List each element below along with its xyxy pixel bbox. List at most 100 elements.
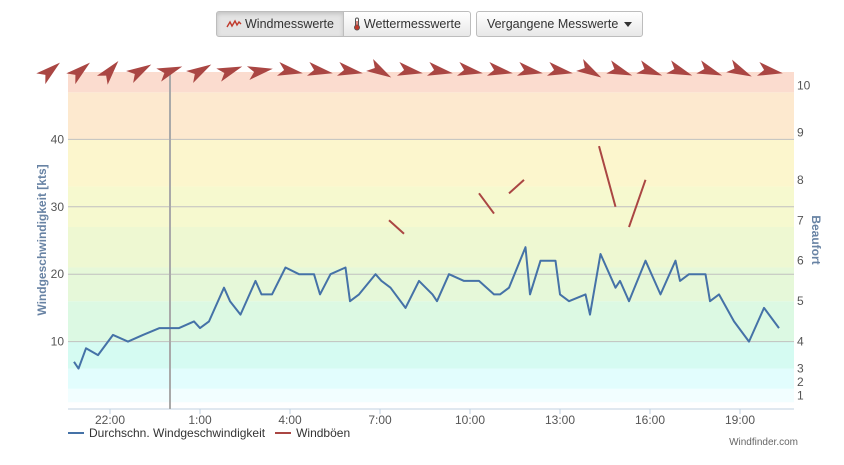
- chevron-down-icon: [624, 21, 633, 27]
- wind-arrow-shape: [366, 58, 392, 78]
- wind-arrow-shape: [696, 60, 723, 76]
- legend-item-gusts[interactable]: Windböen: [275, 426, 350, 440]
- wind-arrow-icon: [186, 64, 212, 84]
- wind-measurements-button[interactable]: Windmesswerte: [216, 11, 344, 37]
- beaufort-band-0: [68, 402, 794, 409]
- wind-arrow-shape: [756, 62, 783, 76]
- wind-arrow-icon: [366, 58, 392, 78]
- legend-label-average: Durchschn. Windgeschwindigkeit: [89, 426, 266, 440]
- wind-arrow-icon: [486, 62, 513, 76]
- wind-arrow-shape: [36, 62, 60, 85]
- legend-swatch-average: [68, 432, 84, 434]
- beaufort-tick-label: 5: [797, 294, 804, 308]
- gust-segment-3: [598, 145, 617, 208]
- average-speed-line: [73, 246, 780, 370]
- y-tick-label: 20: [51, 267, 65, 281]
- gust-segment-2: [508, 179, 525, 195]
- past-measurements-label: Vergangene Messwerte: [486, 17, 619, 31]
- beaufort-tick-label: 8: [797, 173, 804, 187]
- x-tick-label: 13:00: [545, 413, 575, 427]
- thermometer-icon: [353, 17, 360, 31]
- beaufort-band-9: [68, 92, 794, 140]
- wind-arrow-icon: [306, 62, 333, 76]
- toolbar: Windmesswerte Wettermesswerte Vergangene…: [216, 11, 644, 37]
- beaufort-band-3: [68, 341, 794, 369]
- wind-arrow-shape: [336, 62, 363, 76]
- legend-label-gusts: Windböen: [296, 426, 351, 440]
- wind-arrow-icon: [96, 61, 119, 85]
- wind-arrow-icon: [666, 60, 693, 76]
- wind-arrow-icon: [396, 62, 423, 76]
- x-tick-label: 4:00: [278, 413, 302, 427]
- wind-arrow-shape: [546, 62, 573, 76]
- beaufort-band-10: [68, 72, 794, 93]
- x-tick-label: 7:00: [368, 413, 392, 427]
- gust-series: [388, 145, 647, 235]
- x-tick-label: 1:00: [188, 413, 212, 427]
- wind-arrow-shape: [156, 66, 183, 82]
- weather-measurements-button[interactable]: Wettermesswerte: [343, 11, 471, 37]
- wind-arrow-icon: [636, 60, 663, 76]
- wind-arrow-shape: [216, 66, 243, 82]
- wind-arrow-shape: [306, 62, 333, 76]
- y-axis-title: Windgeschwindigkeit [kts]: [35, 164, 49, 315]
- gust-segment-1: [478, 192, 495, 215]
- beaufort-tick-label: 6: [797, 254, 804, 268]
- y-tick-label: 10: [51, 335, 65, 349]
- wind-arrow-shape: [636, 60, 663, 76]
- y-tick-label: 40: [51, 132, 65, 146]
- wind-arrow-icon: [276, 62, 303, 76]
- beaufort-axis-title: Beaufort: [809, 215, 823, 264]
- wind-arrow-shape: [666, 60, 693, 76]
- wind-arrow-icon: [426, 62, 453, 76]
- past-measurements-dropdown[interactable]: Vergangene Messwerte: [475, 11, 644, 37]
- wind-arrow-icon: [756, 62, 783, 76]
- beaufort-tick-label: 1: [797, 389, 804, 403]
- beaufort-band-4: [68, 301, 794, 342]
- legend: Durchschn. Windgeschwindigkeit Windböen: [68, 426, 350, 440]
- wind-chart-icon: [226, 19, 242, 28]
- x-axis-ticks: 22:00 1:00 4:00 7:00 10:00 13:00 16:00 19:00: [95, 409, 755, 427]
- credit-text: Windfinder.com: [729, 437, 798, 448]
- wind-arrow-icon: [576, 58, 602, 78]
- wind-arrow-shape: [396, 62, 423, 76]
- wind-arrow-shape: [456, 62, 483, 76]
- wind-arrow-icon: [156, 66, 183, 82]
- legend-item-average[interactable]: Durchschn. Windgeschwindigkeit: [68, 426, 265, 440]
- x-tick-label: 10:00: [455, 413, 485, 427]
- x-tick-label: 22:00: [95, 413, 125, 427]
- beaufort-tick-label: 9: [797, 126, 804, 140]
- beaufort-tick-label: 4: [797, 335, 804, 349]
- x-tick-label: 19:00: [725, 413, 755, 427]
- wind-arrow-shape: [96, 61, 119, 85]
- beaufort-axis-ticks: 123 4 5 6 7 8 9 10: [797, 78, 811, 402]
- wind-arrow-shape: [576, 58, 602, 78]
- wind-arrow-shape: [606, 60, 633, 76]
- wind-arrow-icon: [696, 60, 723, 76]
- wind-arrow-shape: [276, 62, 303, 76]
- wind-arrow-icon: [546, 62, 573, 76]
- gridlines: [68, 138, 794, 410]
- wind-arrow-icon: [606, 60, 633, 76]
- wind-direction-arrows: [36, 58, 783, 85]
- beaufort-bands: [68, 72, 794, 409]
- beaufort-tick-label: 2: [797, 375, 804, 389]
- beaufort-band-2: [68, 368, 794, 389]
- y-tick-label: 30: [51, 200, 65, 214]
- y-axis-ticks: 10 20 30 40: [51, 132, 65, 348]
- wind-arrow-icon: [516, 62, 543, 76]
- wind-arrow-icon: [456, 62, 483, 76]
- gust-segment-4: [628, 179, 647, 228]
- wind-arrow-icon: [126, 64, 152, 84]
- wind-arrow-shape: [426, 62, 453, 76]
- beaufort-tick-label: 3: [797, 362, 804, 376]
- beaufort-tick-label: 10: [797, 78, 811, 92]
- beaufort-band-5: [68, 267, 794, 302]
- wind-measurements-label: Windmesswerte: [245, 17, 334, 31]
- wind-arrow-shape: [516, 62, 543, 76]
- wind-arrow-icon: [726, 59, 752, 77]
- wind-arrow-icon: [36, 62, 60, 85]
- wind-arrow-icon: [246, 66, 273, 80]
- beaufort-band-6: [68, 227, 794, 268]
